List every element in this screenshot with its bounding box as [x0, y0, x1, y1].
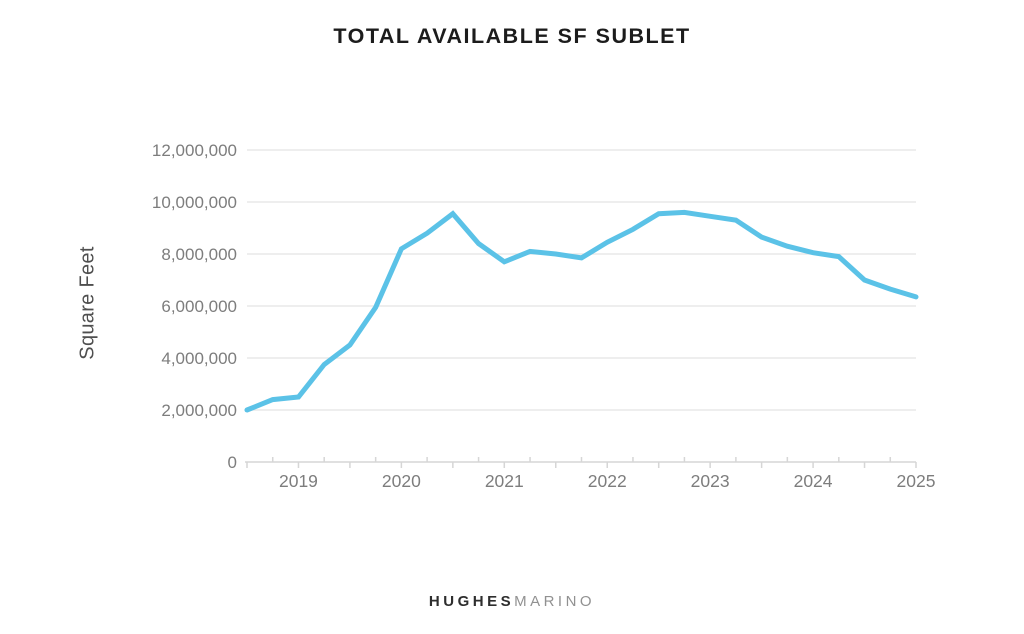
data-line [244, 209, 919, 413]
y-axis-title: Square Feet [76, 246, 99, 360]
y-tick-label: 12,000,000 [152, 141, 237, 160]
x-tick-label: 2020 [382, 471, 421, 491]
x-tick-label: 2025 [897, 471, 936, 491]
y-tick-label: 2,000,000 [161, 401, 237, 420]
x-tick-label: 2022 [588, 471, 627, 491]
y-tick-label: 10,000,000 [152, 193, 237, 212]
y-tick-label: 0 [228, 453, 237, 472]
y-tick-label: 4,000,000 [161, 349, 237, 368]
y-tick-label: 6,000,000 [161, 297, 237, 316]
x-tick-label: 2023 [691, 471, 730, 491]
brand-logo: HUGHESMARINO [0, 593, 1024, 610]
x-tick-label: 2021 [485, 471, 524, 491]
logo-marino: MARINO [514, 593, 596, 610]
chart-title: TOTAL AVAILABLE SF SUBLET [333, 24, 691, 48]
x-tick-label: 2024 [794, 471, 833, 491]
y-tick-label: 8,000,000 [161, 245, 237, 264]
logo-hughes: HUGHES [428, 593, 515, 610]
x-tick-label: 2019 [279, 471, 318, 491]
